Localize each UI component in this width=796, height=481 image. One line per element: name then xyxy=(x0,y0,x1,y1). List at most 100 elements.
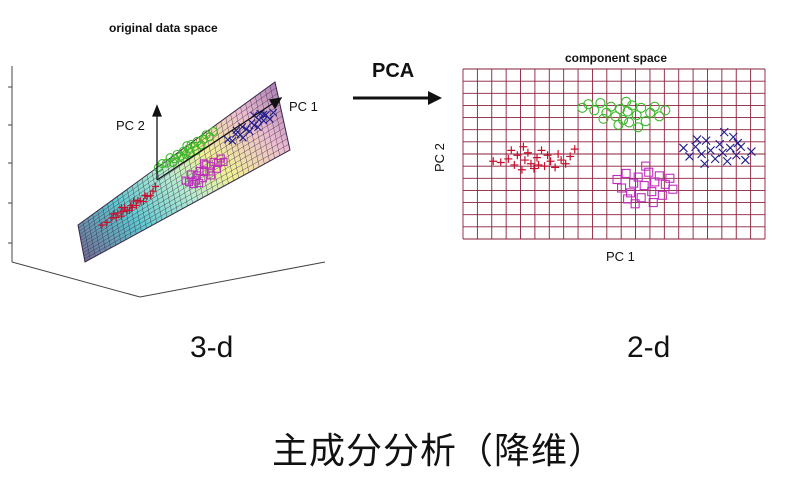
cross-point xyxy=(728,132,738,142)
square-point xyxy=(187,170,196,179)
square-point xyxy=(636,193,646,203)
plus-point xyxy=(540,162,549,171)
square-point xyxy=(612,174,622,185)
left-dim-label: 3-d xyxy=(190,331,234,364)
plus-point xyxy=(119,207,127,215)
y-axis-label: PC 2 xyxy=(432,143,447,172)
circle-point xyxy=(168,157,178,168)
plus-point xyxy=(149,187,157,195)
square-point xyxy=(654,171,664,181)
circle-point xyxy=(198,134,209,144)
plus-point xyxy=(517,165,526,174)
square-point xyxy=(633,172,643,182)
plus-point xyxy=(551,163,560,172)
square-point xyxy=(623,194,633,204)
plus-point xyxy=(496,158,505,167)
slide-caption: 主成分分析（降维） xyxy=(272,430,606,471)
cross-point xyxy=(691,142,700,152)
left-pc1-label: PC 1 xyxy=(289,99,318,114)
circle-point xyxy=(196,140,206,150)
plus-point xyxy=(110,210,117,218)
plus-point xyxy=(152,183,160,191)
pca-arrowhead xyxy=(428,91,442,105)
plus-point xyxy=(504,154,513,163)
plus-point xyxy=(128,204,136,211)
square-point xyxy=(648,198,658,208)
circle-point xyxy=(157,159,167,169)
square-point xyxy=(647,187,657,197)
pc1-arrowhead xyxy=(268,97,283,110)
pca-arrow xyxy=(353,91,442,105)
cross-point xyxy=(719,127,729,137)
plus-point xyxy=(537,146,546,155)
plus-point xyxy=(98,221,106,229)
circle-point xyxy=(598,113,609,124)
circle-point xyxy=(605,101,617,112)
circle-point xyxy=(633,122,644,133)
plane-mesh-line xyxy=(82,127,286,250)
plus-point xyxy=(532,153,541,162)
plus-point xyxy=(130,197,138,205)
left-right-axis xyxy=(139,261,326,298)
plus-point xyxy=(543,151,552,160)
circle-point xyxy=(583,99,594,110)
circle-point xyxy=(660,105,671,116)
circle-point xyxy=(640,116,651,127)
plus-point xyxy=(520,156,529,165)
pc1-arrow xyxy=(156,101,276,181)
circle-point xyxy=(595,97,606,109)
plus-point xyxy=(507,146,516,155)
plus-point xyxy=(523,148,532,157)
cross-point xyxy=(269,108,278,117)
plane-mesh-line xyxy=(83,138,288,257)
square-point xyxy=(639,181,649,191)
left-plot-title: original data space xyxy=(109,21,218,35)
plus-point xyxy=(546,157,555,166)
circle-point xyxy=(627,100,638,111)
plane-mesh-line xyxy=(80,110,282,241)
square-point xyxy=(195,179,204,188)
circle-point xyxy=(621,96,632,107)
plus-point xyxy=(117,203,125,211)
square-point xyxy=(189,180,198,189)
square-point xyxy=(212,164,221,173)
plane-mesh-line xyxy=(83,132,287,253)
square-point xyxy=(644,167,654,177)
circle-point xyxy=(649,101,660,112)
cross-point xyxy=(223,135,232,144)
pc2-arrowhead xyxy=(152,104,162,117)
circle-point xyxy=(631,110,642,121)
cross-point xyxy=(228,137,237,145)
cross-point xyxy=(245,127,254,136)
plus-point xyxy=(513,151,522,160)
circle-point xyxy=(614,104,626,115)
pca-plane xyxy=(77,81,291,263)
left-3d-plot xyxy=(8,66,326,298)
square-point xyxy=(641,161,651,171)
cross-point xyxy=(710,154,720,164)
cross-point xyxy=(692,135,702,144)
chart-points xyxy=(489,96,756,209)
left-pc2-label: PC 2 xyxy=(116,118,145,133)
circle-point xyxy=(182,141,192,151)
cross-point xyxy=(259,116,268,125)
cross-point xyxy=(725,143,735,153)
cross-point xyxy=(685,152,694,161)
cross-point xyxy=(254,123,262,132)
right-plot-title: component space xyxy=(565,51,668,65)
plus-point xyxy=(112,214,120,222)
plus-point xyxy=(519,142,528,151)
square-point xyxy=(621,168,631,178)
square-point xyxy=(630,199,640,209)
plus-point xyxy=(570,145,579,154)
circle-point xyxy=(208,127,218,137)
square-point xyxy=(668,184,678,194)
square-point xyxy=(665,173,675,183)
plus-point xyxy=(146,192,154,200)
cross-point xyxy=(740,155,750,165)
left-3d-axes xyxy=(8,66,326,298)
plus-point xyxy=(566,152,575,161)
square-point xyxy=(219,157,228,166)
square-point xyxy=(214,158,223,167)
